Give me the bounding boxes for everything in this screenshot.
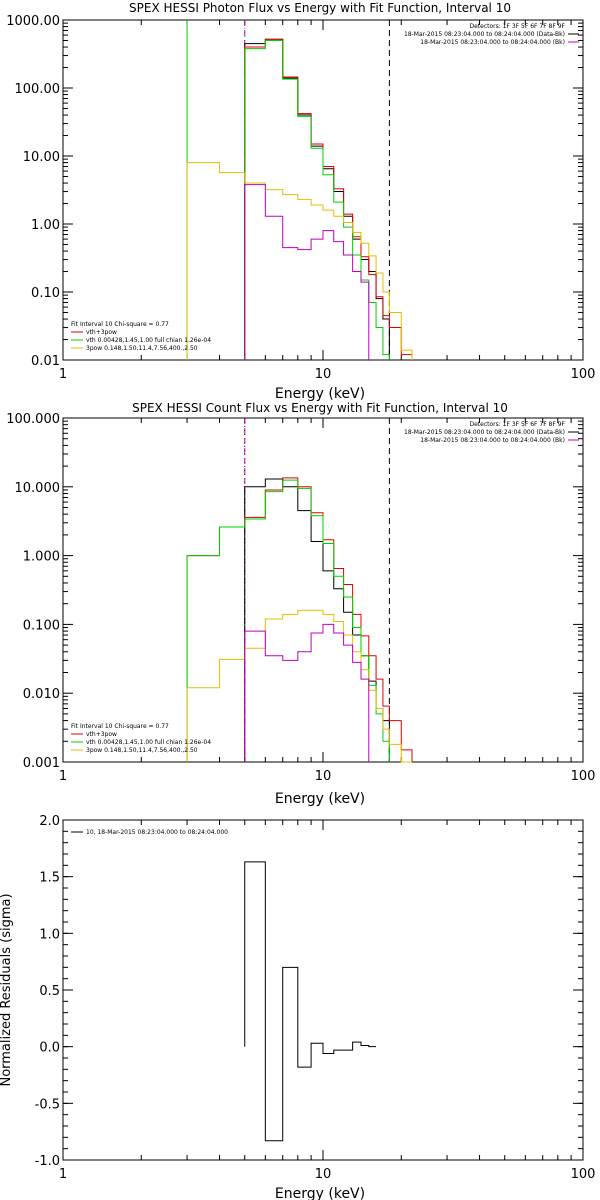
- fit-legend-entry: 3pow 0.148,1.50,11.4,7.56,400.,2.50: [86, 345, 198, 352]
- y-tick-label: 100.000: [6, 412, 60, 427]
- y-tick-label: 0.100: [23, 618, 60, 633]
- chart-title: SPEX HESSI Count Flux vs Energy with Fit…: [132, 401, 508, 415]
- fit-legend-entry: vth 0.00428,1.45,1.00 full chian 1.26e-0…: [86, 739, 211, 746]
- y-tick-label: 0.01: [31, 354, 60, 369]
- y-tick-label: -0.5: [35, 1097, 60, 1112]
- count-flux-plot: SPEX HESSI Count Flux vs Energy with Fit…: [6, 401, 595, 807]
- series-step-line: [186, 477, 413, 762]
- legend-entry: Detectors: 1F 3F 5F 6F 7F 8F 9F: [469, 23, 565, 30]
- fit-legend-entry: 3pow 0.148,1.50,11.4,7.56,400.,2.50: [86, 747, 198, 754]
- y-tick-label: 2.0: [39, 814, 60, 829]
- y-tick-label: 0.5: [39, 984, 60, 999]
- legend-entry: 18-Mar-2015 08:23:04.000 to 08:24:04.000…: [404, 31, 565, 38]
- fit-legend-entry: vth+3pow: [86, 731, 117, 738]
- series-step-line: [186, 162, 413, 360]
- y-tick-label: 100.00: [15, 82, 61, 97]
- legend-entry: 10, 18-Mar-2015 08:23:04.000 to 08:24:04…: [86, 829, 228, 836]
- x-tick-label: 10: [315, 769, 332, 784]
- legend-entry: 18-Mar-2015 08:23:04.000 to 08:24:04.000…: [420, 39, 565, 46]
- y-tick-label: -1.0: [35, 1154, 60, 1169]
- photon-flux-plot: SPEX HESSI Photon Flux vs Energy with Fi…: [6, 1, 595, 402]
- y-tick-label: 10.00: [23, 150, 60, 165]
- y-tick-label: 0.001: [23, 756, 60, 771]
- series-step-line: [244, 623, 370, 762]
- x-axis-label: Energy (keV): [275, 1186, 365, 1200]
- fit-legend-header: Fit Interval 10 Chi-square = 0.77: [71, 723, 169, 730]
- series-step-line: [244, 184, 370, 360]
- legend-entry: 18-Mar-2015 08:23:04.000 to 08:24:04.000…: [404, 429, 565, 436]
- x-tick-label: 1: [59, 769, 67, 784]
- series-step-line: [244, 478, 390, 762]
- x-tick-label: 1: [59, 367, 67, 382]
- plot-frame: [62, 19, 584, 361]
- plot-frame: [62, 417, 584, 763]
- series-step-line: [244, 38, 413, 360]
- series-step-line: [244, 38, 390, 360]
- y-tick-label: 0.010: [23, 687, 60, 702]
- x-tick-label: 100: [571, 1167, 596, 1182]
- x-axis-label: Energy (keV): [275, 791, 365, 807]
- y-tick-label: 10.000: [15, 481, 61, 496]
- fit-legend-header: Fit Interval 10 Chi-square = 0.77: [71, 321, 169, 328]
- x-axis-label: Energy (keV): [275, 386, 365, 402]
- chart-title: SPEX HESSI Photon Flux vs Energy with Fi…: [129, 1, 511, 15]
- y-tick-label: 0.10: [31, 286, 60, 301]
- y-axis-label: Normalized Residuals (sigma): [0, 893, 14, 1086]
- y-tick-label: 1.5: [39, 871, 60, 886]
- residuals-plot: Energy (keV) Normalized Residuals (sigma…: [0, 814, 595, 1200]
- plot-frame: [62, 819, 584, 1161]
- y-tick-label: 1.0: [39, 927, 60, 942]
- x-tick-label: 100: [571, 367, 596, 382]
- fit-legend-entry: vth+3pow: [86, 329, 117, 336]
- y-tick-label: 1.00: [31, 218, 60, 233]
- y-tick-label: 1.000: [23, 550, 60, 565]
- x-tick-label: 10: [315, 1167, 332, 1182]
- y-tick-label: 1000.00: [6, 14, 60, 29]
- legend-entry: 18-Mar-2015 08:23:04.000 to 08:24:04.000…: [420, 437, 565, 444]
- x-tick-label: 10: [315, 367, 332, 382]
- x-tick-label: 1: [59, 1167, 67, 1182]
- series-step-line: [186, 609, 413, 763]
- series-step-line: [244, 39, 390, 360]
- y-tick-label: 0.0: [39, 1041, 60, 1056]
- fit-legend-entry: vth 0.00428,1.45,1.00 full chian 1.26e-0…: [86, 337, 211, 344]
- series-step-line: [244, 861, 377, 1142]
- legend-entry: Detectors: 1F 3F 5F 6F 7F 8F 9F: [469, 421, 565, 428]
- series-step-line: [186, 479, 390, 762]
- x-tick-label: 100: [571, 769, 596, 784]
